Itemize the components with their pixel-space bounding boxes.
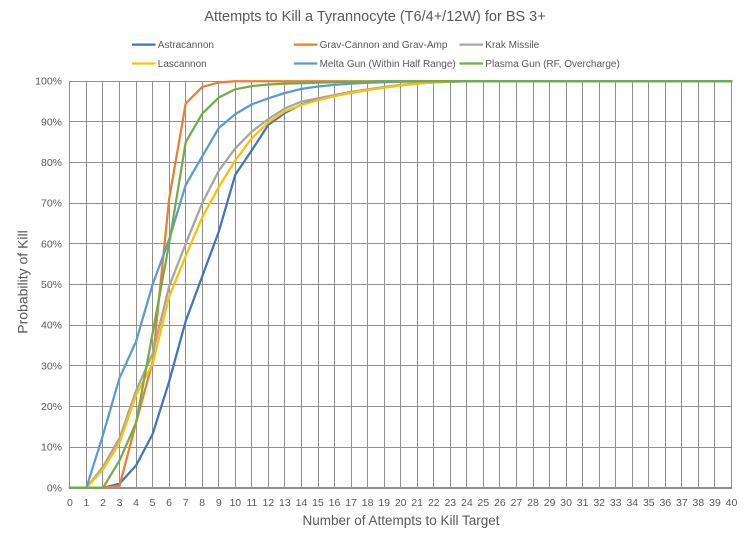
- svg-text:Attempts to Kill a Tyrannocyte: Attempts to Kill a Tyrannocyte (T6/4+/12…: [204, 9, 545, 25]
- svg-text:34: 34: [626, 497, 638, 509]
- svg-text:80%: 80%: [41, 157, 62, 169]
- svg-text:14: 14: [296, 497, 308, 509]
- svg-text:32: 32: [593, 497, 605, 509]
- svg-text:38: 38: [693, 497, 705, 509]
- svg-text:29: 29: [544, 497, 556, 509]
- svg-text:Grav-Cannon and Grav-Amp: Grav-Cannon and Grav-Amp: [320, 40, 448, 51]
- svg-text:20%: 20%: [41, 401, 62, 413]
- svg-text:40: 40: [726, 497, 738, 509]
- svg-text:16: 16: [329, 497, 341, 509]
- svg-text:21: 21: [411, 497, 423, 509]
- svg-text:9: 9: [216, 497, 222, 509]
- svg-text:60%: 60%: [41, 238, 62, 250]
- svg-text:37: 37: [676, 497, 688, 509]
- svg-text:28: 28: [527, 497, 539, 509]
- svg-text:0: 0: [67, 497, 73, 509]
- svg-text:90%: 90%: [41, 116, 62, 128]
- svg-text:Krak Missile: Krak Missile: [485, 40, 539, 51]
- svg-text:30: 30: [560, 497, 572, 509]
- svg-text:25: 25: [478, 497, 490, 509]
- svg-text:Probability of Kill: Probability of Kill: [15, 230, 31, 334]
- svg-text:11: 11: [246, 497, 257, 509]
- svg-text:24: 24: [461, 497, 473, 509]
- svg-text:17: 17: [345, 497, 357, 509]
- svg-text:22: 22: [428, 497, 440, 509]
- svg-text:20: 20: [395, 497, 407, 509]
- svg-text:8: 8: [199, 497, 205, 509]
- svg-text:13: 13: [279, 497, 291, 509]
- svg-text:Lascannon: Lascannon: [158, 59, 207, 70]
- svg-text:50%: 50%: [41, 279, 62, 291]
- svg-text:30%: 30%: [41, 360, 62, 372]
- svg-text:18: 18: [362, 497, 374, 509]
- svg-text:5: 5: [150, 497, 156, 509]
- svg-text:Astracannon: Astracannon: [158, 40, 214, 51]
- svg-text:33: 33: [610, 497, 622, 509]
- svg-text:15: 15: [312, 497, 324, 509]
- svg-text:23: 23: [444, 497, 456, 509]
- svg-text:10%: 10%: [41, 442, 62, 454]
- svg-text:Plasma Gun (RF, Overcharge): Plasma Gun (RF, Overcharge): [485, 59, 620, 70]
- svg-text:2: 2: [100, 497, 106, 509]
- svg-text:6: 6: [166, 497, 172, 509]
- svg-text:31: 31: [577, 497, 589, 509]
- svg-text:39: 39: [709, 497, 721, 509]
- svg-text:12: 12: [263, 497, 275, 509]
- svg-text:35: 35: [643, 497, 655, 509]
- svg-text:70%: 70%: [41, 198, 62, 210]
- svg-text:36: 36: [659, 497, 671, 509]
- svg-text:40%: 40%: [41, 320, 62, 332]
- svg-text:27: 27: [511, 497, 523, 509]
- svg-text:26: 26: [494, 497, 506, 509]
- svg-text:100%: 100%: [35, 76, 62, 88]
- svg-text:10: 10: [229, 497, 241, 509]
- svg-text:19: 19: [378, 497, 390, 509]
- svg-text:0%: 0%: [47, 482, 62, 494]
- svg-text:Number of Attempts to Kill Tar: Number of Attempts to Kill Target: [302, 513, 499, 528]
- svg-text:4: 4: [133, 497, 139, 509]
- svg-text:1: 1: [83, 497, 89, 509]
- svg-text:3: 3: [117, 497, 123, 509]
- svg-text:7: 7: [183, 497, 189, 509]
- svg-text:Melta Gun (Within Half Range): Melta Gun (Within Half Range): [320, 59, 456, 70]
